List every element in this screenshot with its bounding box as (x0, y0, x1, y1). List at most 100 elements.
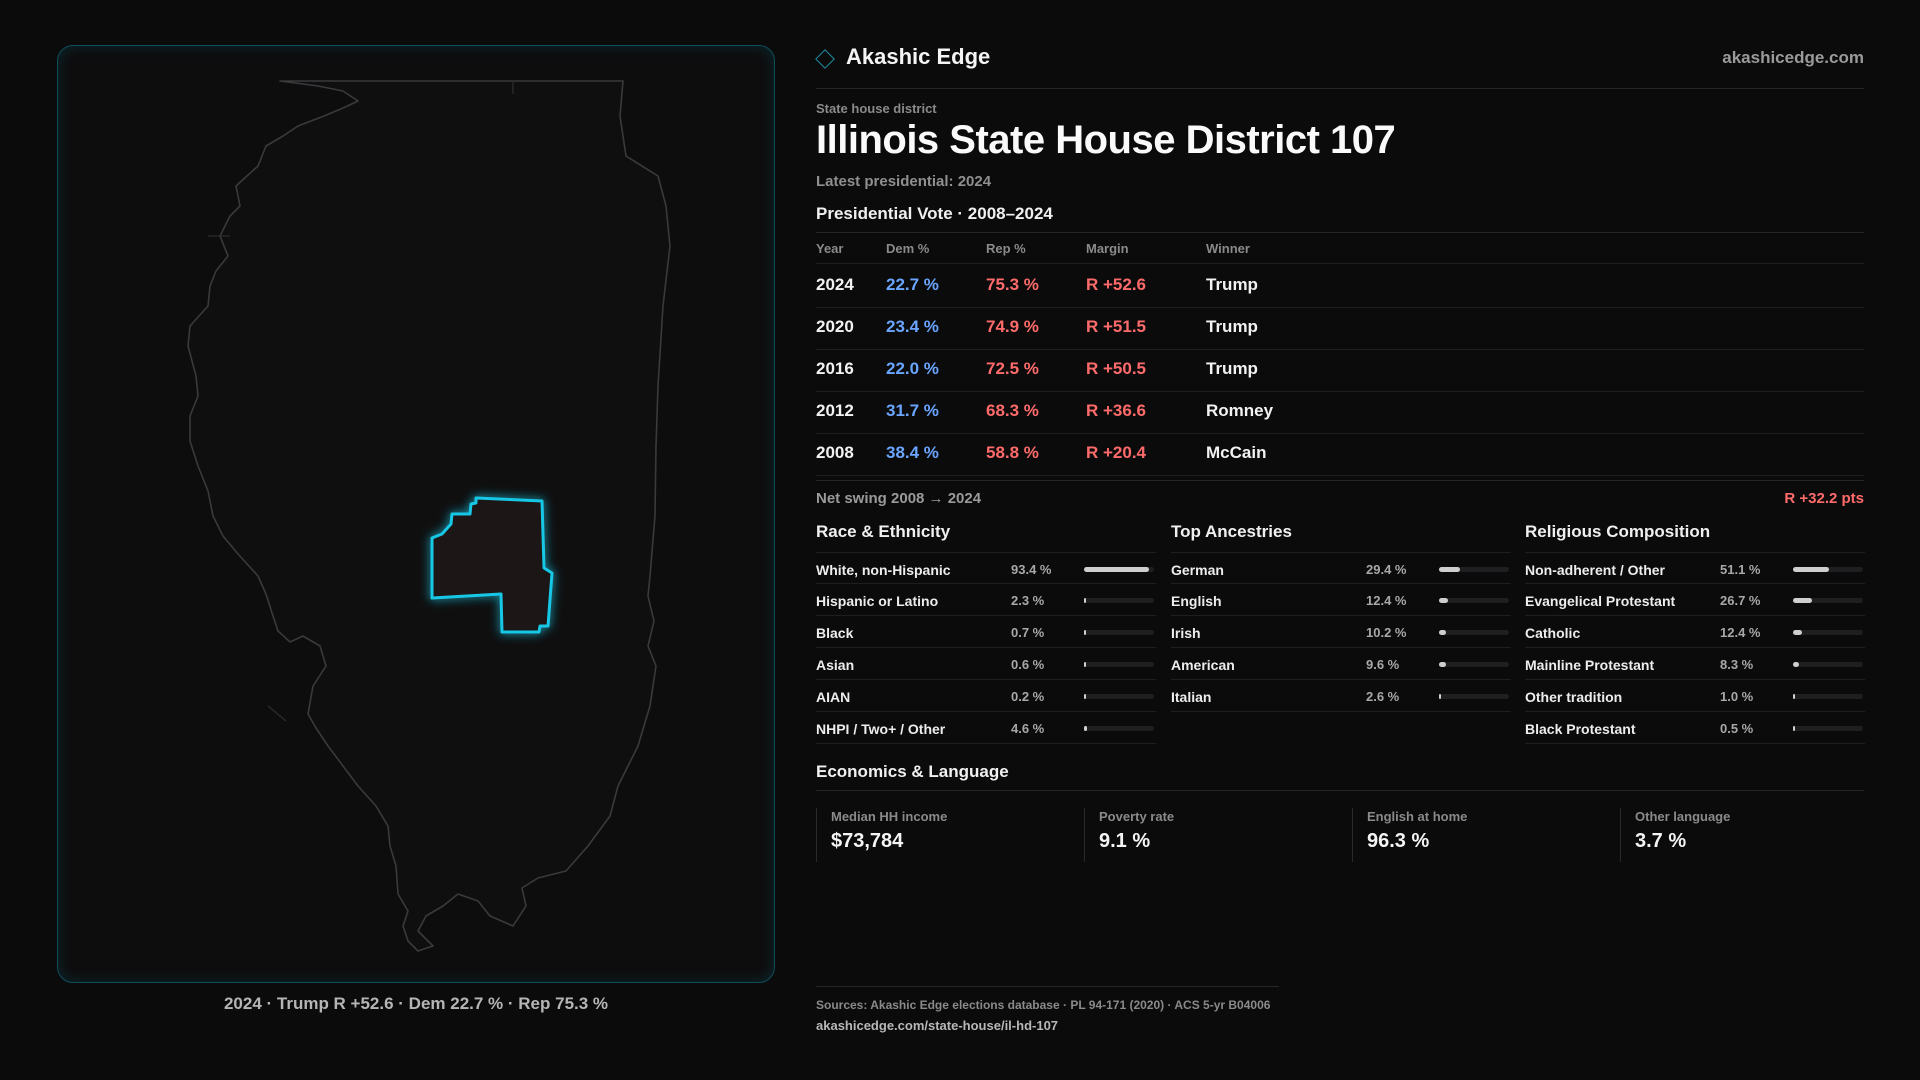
ancestry-label: American (1171, 657, 1235, 673)
ancestry-bar-fill (1439, 598, 1448, 603)
stat-poverty-rate: Poverty rate 9.1 % (1084, 808, 1352, 862)
page-kicker: State house district (816, 101, 937, 116)
year-cell: 2008 (816, 443, 854, 462)
page-title: Illinois State House District 107 (816, 118, 1396, 162)
brand[interactable]: Akashic Edge (815, 44, 991, 70)
religion-row: Mainline Protestant 8.3 % (1525, 648, 1865, 680)
margin-cell: R +52.6 (1086, 275, 1147, 294)
religion-bar-track (1793, 662, 1863, 667)
col-margin: Margin (1086, 241, 1129, 256)
presidential-vote-heading: Presidential Vote · 2008–2024 (816, 204, 1053, 223)
religion-bar-track (1793, 726, 1863, 731)
race-row: White, non-Hispanic 93.4 % (816, 552, 1156, 584)
race-bar-fill (1084, 662, 1086, 667)
stat-median-income: Median HH income $73,784 (816, 808, 1084, 862)
race-row: AIAN 0.2 % (816, 680, 1156, 712)
ancestry-bar-fill (1439, 567, 1460, 572)
race-row: Black 0.7 % (816, 616, 1156, 648)
religion-label: Other tradition (1525, 689, 1623, 705)
religion-label: Mainline Protestant (1525, 657, 1655, 673)
footer-divider (816, 986, 1279, 987)
race-label: AIAN (816, 689, 851, 705)
col-year: Year (816, 241, 844, 256)
religion-panel: Religious Composition Non-adherent / Oth… (1525, 522, 1865, 744)
map-caption: 2024 · Trump R +52.6 · Dem 22.7 % · Rep … (223, 994, 609, 1013)
margin-cell: R +36.6 (1086, 401, 1147, 420)
page-subtitle: Latest presidential: 2024 (816, 173, 992, 190)
rep-pct-cell: 72.5 % (986, 359, 1039, 378)
dem-pct-cell: 22.7 % (886, 275, 939, 294)
col-dem: Dem % (886, 241, 930, 256)
district-107-shape[interactable] (430, 496, 554, 634)
winner-cell: McCain (1206, 443, 1267, 462)
ancestry-bar-track (1439, 567, 1509, 572)
race-row: NHPI / Two+ / Other 4.6 % (816, 712, 1156, 744)
race-label: Hispanic or Latino (816, 593, 939, 609)
illinois-inner-edge (208, 81, 514, 722)
race-bar-track (1084, 567, 1154, 572)
margin-cell: R +51.5 (1086, 317, 1147, 336)
race-bar-fill (1084, 567, 1150, 572)
race-bar-track (1084, 662, 1154, 667)
religion-value: 26.7 % (1720, 593, 1761, 608)
religion-value: 8.3 % (1720, 657, 1754, 672)
map-panel[interactable] (57, 45, 775, 983)
stat-value: 3.7 % (1635, 830, 1687, 852)
ancestry-value: 12.4 % (1366, 593, 1407, 608)
brand-name: Akashic Edge (846, 44, 991, 69)
row-divider (816, 391, 1864, 392)
district-details: Akashic Edge akashicedge.com State house… (815, 0, 1865, 1080)
religion-value: 12.4 % (1720, 625, 1761, 640)
dem-pct-cell: 31.7 % (886, 401, 939, 420)
religion-label: Non-adherent / Other (1525, 562, 1666, 578)
race-value: 93.4 % (1011, 562, 1052, 577)
stat-label: Median HH income (831, 809, 948, 824)
ancestry-panel: Top Ancestries German 29.4 % English 12.4 %… (1171, 522, 1511, 712)
net-swing-value: R +32.2 pts (1784, 490, 1864, 507)
economics-stats: Median HH income $73,784 Poverty rate 9.… (816, 808, 1864, 862)
sources-note: Sources: Akashic Edge elections database… (816, 998, 1271, 1012)
religion-value: 1.0 % (1720, 689, 1754, 704)
stat-label: English at home (1367, 809, 1468, 824)
diamond-outline-icon (815, 49, 835, 69)
race-label: White, non-Hispanic (816, 562, 951, 578)
ancestry-value: 29.4 % (1366, 562, 1407, 577)
race-value: 4.6 % (1011, 721, 1045, 736)
religion-bar-fill (1793, 630, 1802, 635)
winner-cell: Trump (1206, 275, 1258, 294)
row-divider (816, 263, 1864, 264)
dem-pct-cell: 38.4 % (886, 443, 939, 462)
ancestry-row: American 9.6 % (1171, 648, 1511, 680)
religion-bar-fill (1793, 726, 1795, 731)
race-bar-track (1084, 694, 1154, 699)
year-cell: 2024 (816, 275, 854, 294)
swing-divider (816, 480, 1864, 481)
row-divider (816, 475, 1864, 476)
race-heading: Race & Ethnicity (816, 522, 951, 541)
religion-bar-fill (1793, 694, 1795, 699)
ancestry-bar-fill (1439, 662, 1446, 667)
religion-row: Black Protestant 0.5 % (1525, 712, 1865, 744)
ancestry-label: German (1171, 562, 1224, 578)
stat-value: $73,784 (831, 830, 904, 852)
year-cell: 2020 (816, 317, 854, 336)
table-top-divider (816, 232, 1864, 233)
permalink[interactable]: akashicedge.com/state-house/il-hd-107 (816, 1018, 1059, 1033)
ancestry-bar-track (1439, 598, 1509, 603)
race-row: Hispanic or Latino 2.3 % (816, 584, 1156, 616)
ancestry-value: 2.6 % (1366, 689, 1400, 704)
stat-value: 96.3 % (1367, 830, 1430, 852)
net-swing-label: Net swing 2008 → 2024 (816, 490, 982, 507)
row-divider (816, 349, 1864, 350)
religion-bar-fill (1793, 567, 1829, 572)
ancestry-heading: Top Ancestries (1171, 522, 1292, 541)
ancestry-label: English (1171, 593, 1222, 609)
stat-label: Other language (1635, 809, 1731, 824)
religion-value: 0.5 % (1720, 721, 1754, 736)
race-bar-fill (1084, 726, 1088, 731)
stat-value: 9.1 % (1099, 830, 1151, 852)
religion-row: Other tradition 1.0 % (1525, 680, 1865, 712)
race-value: 0.2 % (1011, 689, 1045, 704)
brand-url-link[interactable]: akashicedge.com (1722, 48, 1864, 67)
header-divider (816, 88, 1864, 89)
